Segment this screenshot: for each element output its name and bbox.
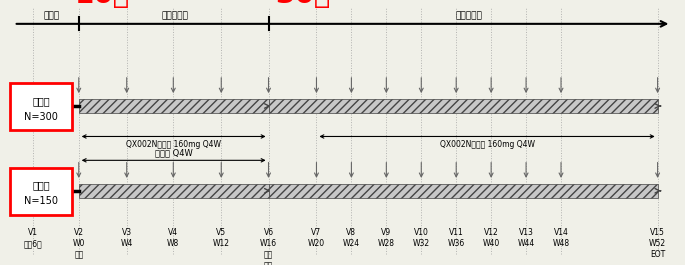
Text: 延长治疗期: 延长治疗期	[456, 11, 483, 20]
Bar	[269, 183, 658, 198]
Text: V4
W8: V4 W8	[167, 228, 179, 248]
Text: V11
W36: V11 W36	[447, 228, 465, 248]
Text: V2
W0
随机: V2 W0 随机	[73, 228, 85, 259]
Text: 双盲治疗期: 双盲治疗期	[161, 11, 188, 20]
Text: V7
W20: V7 W20	[308, 228, 325, 248]
Text: V10
W32: V10 W32	[412, 228, 430, 248]
Bar	[79, 99, 269, 113]
Text: 安慰剂 Q4W: 安慰剂 Q4W	[155, 149, 192, 158]
Text: 筛选期: 筛选期	[43, 11, 60, 20]
Text: V9
W28: V9 W28	[378, 228, 395, 248]
Text: V3
W4: V3 W4	[121, 228, 133, 248]
Text: V8
W24: V8 W24	[343, 228, 360, 248]
Text: V5
W12: V5 W12	[213, 228, 229, 248]
Text: QX002N注射液 160mg Q4W: QX002N注射液 160mg Q4W	[126, 140, 221, 149]
Bar	[10, 168, 72, 215]
Text: V1
最长6周: V1 最长6周	[23, 228, 42, 248]
Text: 36周: 36周	[275, 0, 331, 9]
Text: N=150: N=150	[24, 196, 58, 206]
Text: 试验组: 试验组	[32, 96, 50, 106]
Text: V12
W40: V12 W40	[482, 228, 500, 248]
Text: 对照组: 对照组	[32, 180, 50, 191]
Text: 16周: 16周	[75, 0, 131, 9]
Text: V14
W48: V14 W48	[552, 228, 569, 248]
Bar	[10, 83, 72, 130]
Text: QX002N注射液 160mg Q4W: QX002N注射液 160mg Q4W	[440, 140, 534, 149]
Bar	[79, 183, 269, 198]
Text: N=300: N=300	[24, 112, 58, 122]
Text: V13
W44: V13 W44	[517, 228, 535, 248]
Text: V15
W52
EOT: V15 W52 EOT	[649, 228, 666, 259]
Bar	[269, 99, 658, 113]
Text: V6
W16
主要
终点: V6 W16 主要 终点	[260, 228, 277, 265]
